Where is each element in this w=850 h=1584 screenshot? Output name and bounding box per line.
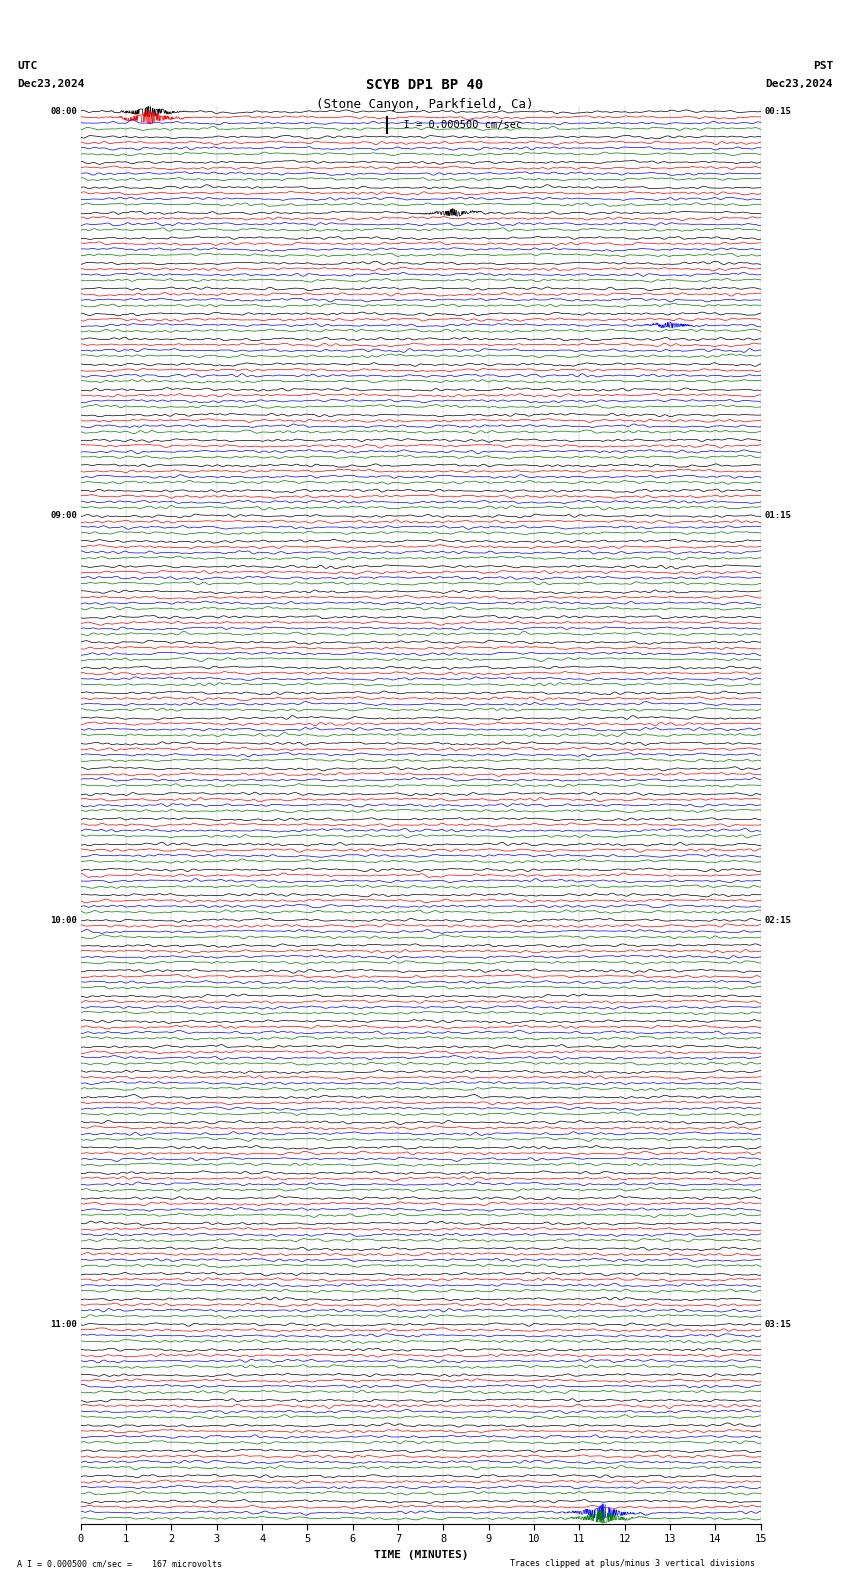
Text: Dec23,2024: Dec23,2024 [17, 79, 84, 89]
Text: (Stone Canyon, Parkfield, Ca): (Stone Canyon, Parkfield, Ca) [316, 98, 534, 111]
Text: 00:15: 00:15 [764, 108, 791, 116]
Text: 03:15: 03:15 [764, 1319, 791, 1329]
Text: 08:00: 08:00 [50, 108, 77, 116]
Text: 01:15: 01:15 [764, 512, 791, 521]
Text: Traces clipped at plus/minus 3 vertical divisions: Traces clipped at plus/minus 3 vertical … [510, 1559, 755, 1568]
Text: UTC: UTC [17, 62, 37, 71]
Text: 09:00: 09:00 [50, 512, 77, 521]
X-axis label: TIME (MINUTES): TIME (MINUTES) [373, 1549, 468, 1560]
Text: A I = 0.000500 cm/sec =    167 microvolts: A I = 0.000500 cm/sec = 167 microvolts [17, 1559, 222, 1568]
Text: PST: PST [813, 62, 833, 71]
Text: Dec23,2024: Dec23,2024 [766, 79, 833, 89]
Text: 02:15: 02:15 [764, 916, 791, 925]
Text: 11:00: 11:00 [50, 1319, 77, 1329]
Text: SCYB DP1 BP 40: SCYB DP1 BP 40 [366, 78, 484, 92]
Text: 10:00: 10:00 [50, 916, 77, 925]
Text: I = 0.000500 cm/sec: I = 0.000500 cm/sec [391, 120, 522, 130]
